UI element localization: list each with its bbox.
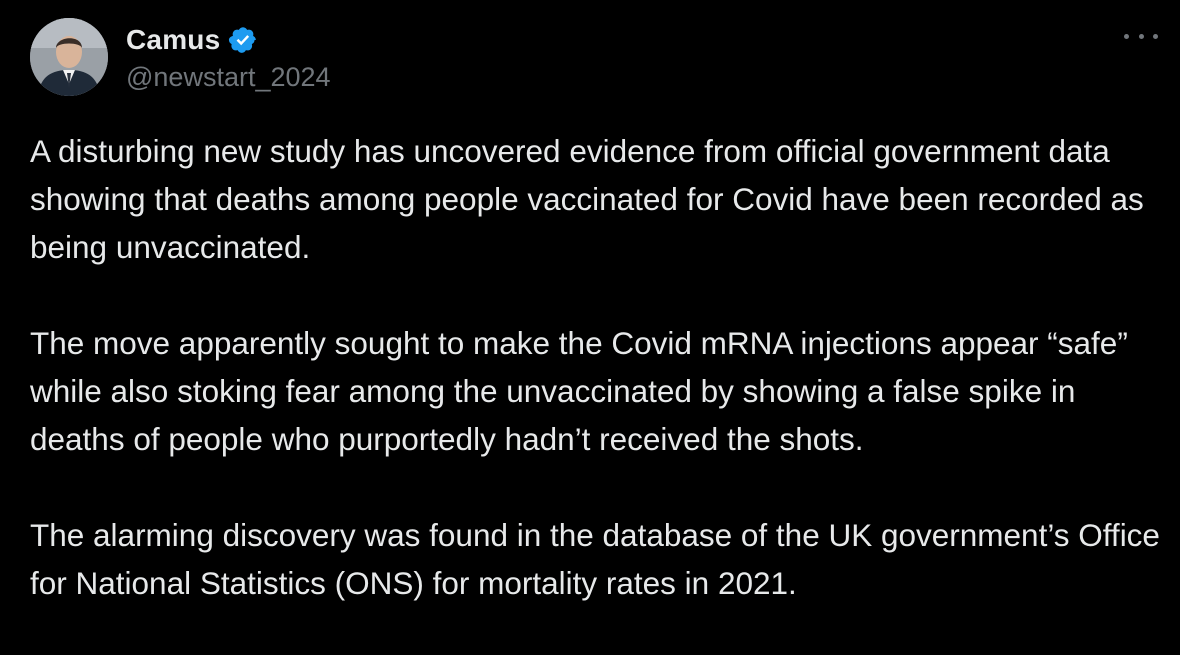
post-paragraph: A disturbing new study has uncovered evi… bbox=[30, 133, 1144, 265]
post-paragraph: The alarming discovery was found in the … bbox=[30, 517, 1160, 601]
more-dot bbox=[1124, 33, 1129, 39]
post: Camus @newstart_2024 A disturbing new st… bbox=[30, 18, 1160, 601]
post-paragraph: The move apparently sought to make the C… bbox=[30, 325, 1128, 457]
author-name-row: Camus bbox=[126, 22, 331, 58]
more-dot bbox=[1153, 33, 1158, 39]
author-display-name[interactable]: Camus bbox=[126, 24, 221, 55]
author-info: Camus @newstart_2024 bbox=[126, 22, 331, 93]
verified-badge-icon[interactable] bbox=[228, 25, 258, 55]
avatar[interactable] bbox=[30, 18, 108, 96]
more-options-icon[interactable] bbox=[1124, 26, 1158, 46]
post-text: A disturbing new study has uncovered evi… bbox=[30, 127, 1160, 655]
author-handle[interactable]: @newstart_2024 bbox=[126, 62, 331, 92]
avatar-photo-icon bbox=[30, 18, 108, 96]
more-dot bbox=[1138, 33, 1144, 39]
